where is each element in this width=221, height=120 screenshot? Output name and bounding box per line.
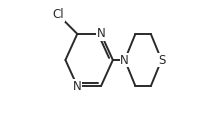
Text: N: N <box>120 54 129 66</box>
Text: N: N <box>73 80 82 93</box>
Text: Cl: Cl <box>53 8 64 21</box>
Text: S: S <box>158 54 165 66</box>
Text: N: N <box>97 27 105 40</box>
